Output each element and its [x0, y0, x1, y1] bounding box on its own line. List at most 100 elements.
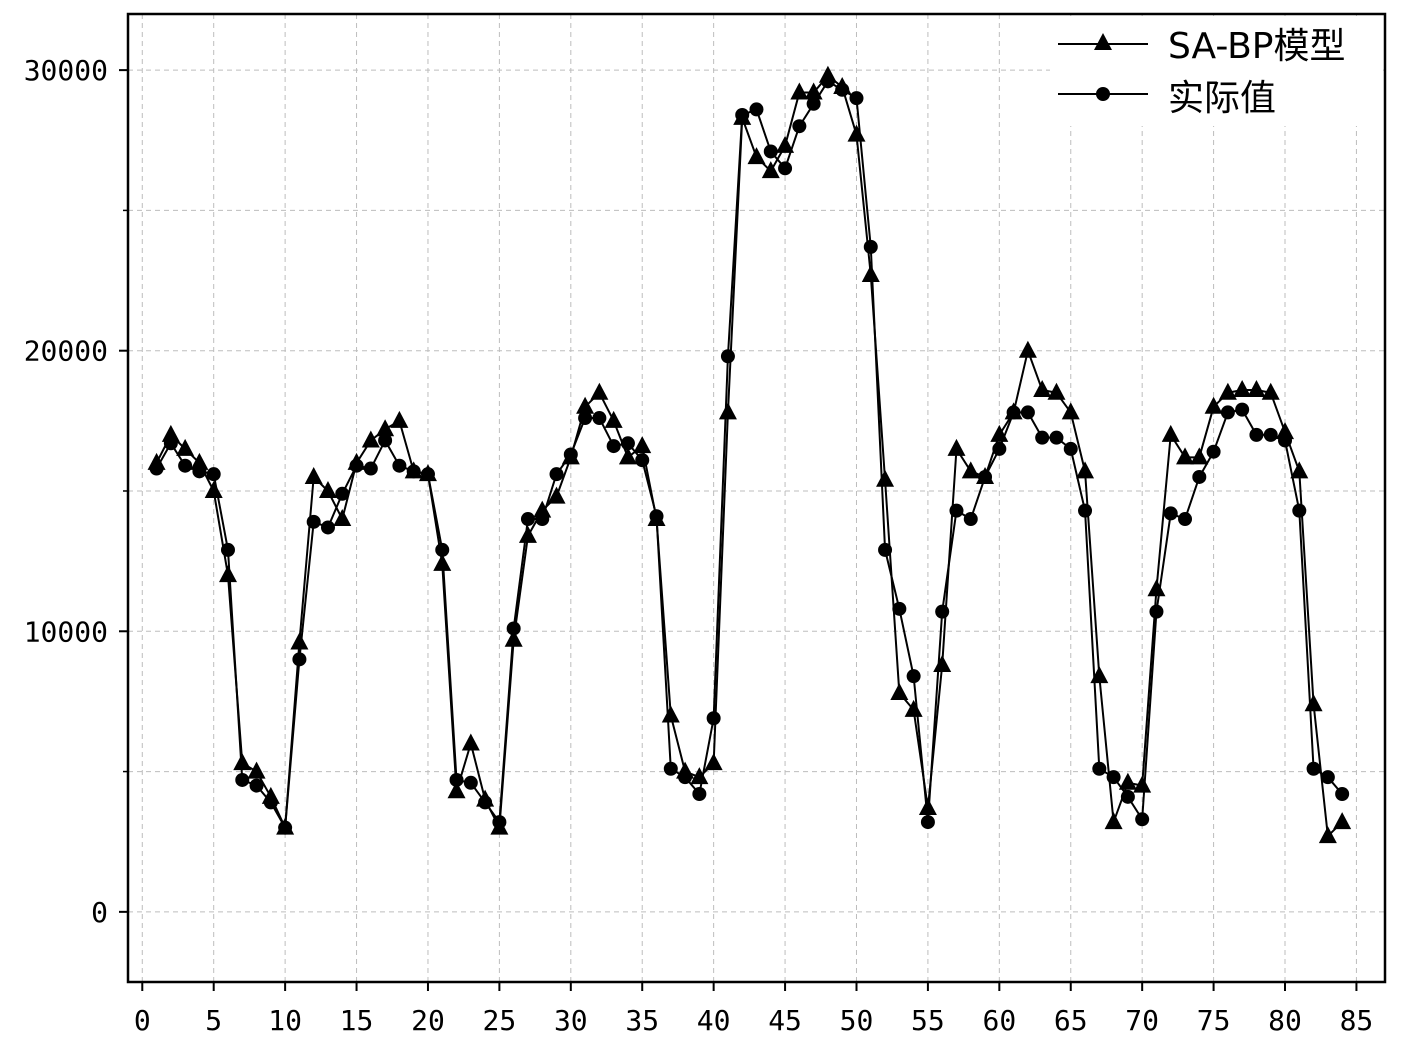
data-point-circle: [720, 349, 735, 364]
data-point-triangle: [1261, 382, 1280, 400]
data-point-circle: [1149, 604, 1164, 619]
data-point-triangle: [376, 419, 395, 437]
data-point-triangle: [718, 402, 737, 420]
data-point-triangle: [547, 486, 566, 504]
data-point-circle: [1092, 761, 1107, 776]
data-point-triangle: [390, 410, 409, 428]
data-point-circle: [520, 512, 535, 527]
data-point-triangle: [776, 135, 795, 153]
data-point-triangle: [290, 632, 309, 650]
data-point-circle: [406, 464, 421, 479]
data-point-circle: [378, 433, 393, 448]
legend-triangle-icon: [1094, 33, 1112, 50]
data-point-circle: [1106, 770, 1121, 785]
data-point-circle: [649, 509, 664, 524]
data-point-triangle: [1204, 396, 1223, 414]
data-point-circle: [263, 795, 278, 810]
y-axis: 0 10000 20000 30000: [24, 54, 128, 929]
legend-label-actual: 实际值: [1168, 78, 1276, 119]
data-point-circle: [863, 239, 878, 254]
x-axis: 0 5 10 15 20 25 30 35 40 45 50 55 60 65 70 75 80 85: [134, 982, 1373, 1037]
data-point-circle: [949, 503, 964, 518]
data-point-circle: [706, 711, 721, 726]
data-point-circle: [635, 453, 650, 468]
data-point-triangle: [1161, 424, 1180, 442]
data-point-circle: [792, 119, 807, 134]
data-point-triangle: [1318, 826, 1337, 844]
data-point-circle: [478, 795, 493, 810]
data-point-circle: [1049, 430, 1064, 445]
data-point-circle: [435, 542, 450, 557]
x-tick-label: 30: [554, 1004, 588, 1037]
x-tick-label: 65: [1054, 1004, 1088, 1037]
data-point-circle: [778, 161, 793, 176]
data-point-circle: [1135, 812, 1150, 827]
x-tick-label: 45: [768, 1004, 802, 1037]
data-point-circle: [306, 514, 321, 529]
data-point-circle: [178, 458, 193, 473]
data-point-circle: [892, 601, 907, 616]
data-point-circle: [420, 467, 435, 482]
y-tick-label: 20000: [24, 335, 108, 368]
data-point-circle: [849, 91, 864, 106]
x-tick-label: 0: [134, 1004, 151, 1037]
data-point-circle: [463, 775, 478, 790]
data-point-circle: [663, 761, 678, 776]
data-point-circle: [678, 770, 693, 785]
data-point-circle: [449, 772, 464, 787]
x-tick-label: 10: [268, 1004, 302, 1037]
data-point-triangle: [704, 753, 723, 771]
x-tick-label: 85: [1340, 1004, 1374, 1037]
x-tick-label: 35: [625, 1004, 659, 1037]
data-point-triangle: [690, 767, 709, 785]
data-point-circle: [1306, 761, 1321, 776]
data-point-circle: [906, 669, 921, 684]
data-point-triangle: [1290, 461, 1309, 479]
data-point-triangle: [1304, 694, 1323, 712]
data-point-triangle: [1076, 461, 1095, 479]
data-point-circle: [278, 820, 293, 835]
data-point-circle: [692, 787, 707, 802]
data-point-circle: [935, 604, 950, 619]
data-point-triangle: [161, 424, 180, 442]
data-point-circle: [878, 542, 893, 557]
data-point-triangle: [918, 798, 937, 816]
data-point-circle: [320, 520, 335, 535]
data-point-triangle: [533, 500, 552, 518]
data-point-triangle: [576, 396, 595, 414]
data-point-circle: [506, 621, 521, 636]
legend-circle-icon: [1096, 87, 1110, 101]
data-point-circle: [1249, 427, 1264, 442]
data-point-circle: [549, 467, 564, 482]
data-point-circle: [820, 74, 835, 89]
data-point-triangle: [1276, 422, 1295, 440]
data-point-circle: [835, 82, 850, 97]
data-point-triangle: [304, 466, 323, 484]
data-point-circle: [1220, 405, 1235, 420]
series-circle: [149, 74, 1350, 835]
data-point-triangle: [1118, 772, 1137, 790]
x-tick-label: 15: [340, 1004, 374, 1037]
data-point-circle: [292, 652, 307, 667]
data-point-triangle: [747, 147, 766, 165]
data-point-triangle: [218, 565, 237, 583]
data-point-circle: [392, 458, 407, 473]
data-point-circle: [535, 512, 550, 527]
data-point-triangle: [876, 469, 895, 487]
data-point-triangle: [890, 683, 909, 701]
y-tick-label: 0: [91, 896, 108, 929]
data-point-triangle: [947, 438, 966, 456]
data-point-triangle: [1047, 382, 1066, 400]
data-point-triangle: [1247, 379, 1266, 397]
data-point-triangle: [318, 480, 337, 498]
data-point-triangle: [761, 161, 780, 179]
data-point-triangle: [961, 461, 980, 479]
y-tick-label: 10000: [24, 615, 108, 648]
plot-frame: [126, 12, 1387, 984]
data-point-circle: [206, 467, 221, 482]
data-point-triangle: [361, 430, 380, 448]
data-point-triangle: [1218, 382, 1237, 400]
data-point-circle: [1178, 512, 1193, 527]
data-point-circle: [235, 772, 250, 787]
data-point-circle: [992, 441, 1007, 456]
